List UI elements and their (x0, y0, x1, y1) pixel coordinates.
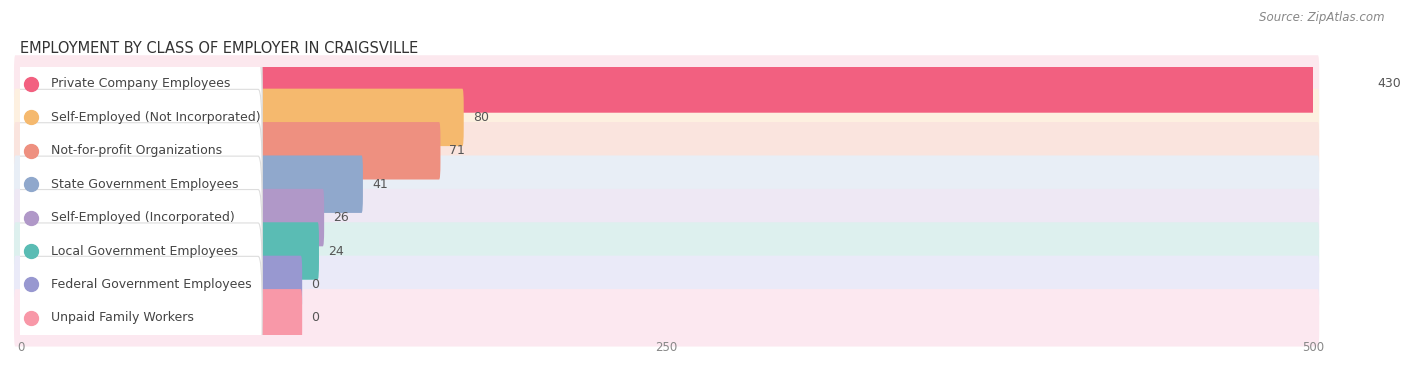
FancyBboxPatch shape (14, 155, 1319, 213)
FancyBboxPatch shape (14, 122, 1319, 179)
FancyBboxPatch shape (254, 189, 325, 246)
FancyBboxPatch shape (14, 256, 262, 377)
FancyBboxPatch shape (14, 89, 262, 212)
Text: 26: 26 (333, 211, 349, 224)
FancyBboxPatch shape (14, 223, 262, 346)
Text: State Government Employees: State Government Employees (52, 178, 239, 191)
FancyBboxPatch shape (14, 189, 1319, 246)
Text: EMPLOYMENT BY CLASS OF EMPLOYER IN CRAIGSVILLE: EMPLOYMENT BY CLASS OF EMPLOYER IN CRAIG… (21, 41, 419, 57)
FancyBboxPatch shape (14, 222, 1319, 280)
Text: 0: 0 (311, 278, 319, 291)
Text: 24: 24 (328, 245, 344, 257)
Text: 71: 71 (450, 144, 465, 157)
FancyBboxPatch shape (254, 222, 319, 280)
Text: Federal Government Employees: Federal Government Employees (52, 278, 252, 291)
Text: Private Company Employees: Private Company Employees (52, 78, 231, 90)
Text: Unpaid Family Workers: Unpaid Family Workers (52, 311, 194, 324)
FancyBboxPatch shape (254, 55, 1368, 113)
FancyBboxPatch shape (14, 123, 262, 246)
FancyBboxPatch shape (14, 256, 1319, 313)
FancyBboxPatch shape (254, 256, 302, 313)
Text: Source: ZipAtlas.com: Source: ZipAtlas.com (1260, 11, 1385, 24)
Text: 430: 430 (1378, 78, 1402, 90)
FancyBboxPatch shape (14, 56, 262, 179)
Text: 0: 0 (311, 311, 319, 324)
FancyBboxPatch shape (254, 122, 440, 179)
FancyBboxPatch shape (14, 289, 1319, 346)
FancyBboxPatch shape (254, 89, 464, 146)
FancyBboxPatch shape (14, 190, 262, 313)
FancyBboxPatch shape (14, 89, 1319, 146)
Text: Not-for-profit Organizations: Not-for-profit Organizations (52, 144, 222, 157)
FancyBboxPatch shape (14, 156, 262, 279)
Text: 80: 80 (472, 111, 489, 124)
FancyBboxPatch shape (14, 23, 262, 146)
FancyBboxPatch shape (14, 55, 1319, 113)
FancyBboxPatch shape (254, 155, 363, 213)
FancyBboxPatch shape (254, 289, 302, 346)
Text: Self-Employed (Incorporated): Self-Employed (Incorporated) (52, 211, 235, 224)
Text: 41: 41 (373, 178, 388, 191)
Text: Local Government Employees: Local Government Employees (52, 245, 239, 257)
Text: Self-Employed (Not Incorporated): Self-Employed (Not Incorporated) (52, 111, 262, 124)
